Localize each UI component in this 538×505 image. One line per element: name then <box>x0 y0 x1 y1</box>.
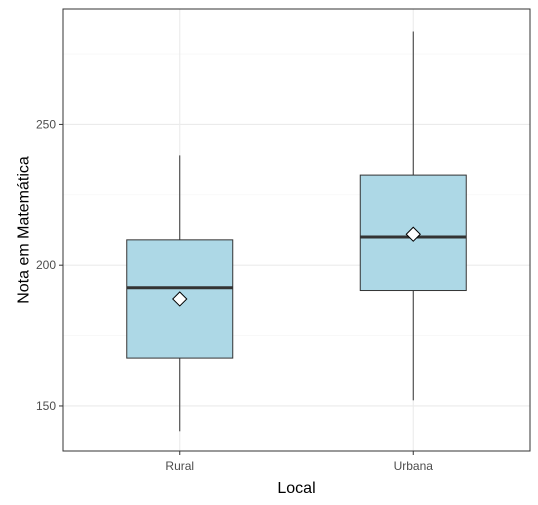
mean-marker <box>172 291 188 307</box>
x-axis-title: Local <box>277 480 315 497</box>
x-axis-ticks: Rural Urbana <box>165 451 433 473</box>
box-rural <box>126 155 234 432</box>
box-urbana <box>359 31 467 401</box>
y-axis-title: Nota em Matemática <box>16 156 33 304</box>
y-tick-label: 250 <box>36 117 56 131</box>
y-axis-ticks: 150 200 250 <box>36 117 63 413</box>
x-tick-label: Rural <box>165 459 194 473</box>
boxes <box>126 31 467 432</box>
x-tick-label: Urbana <box>394 459 434 473</box>
y-tick-label: 200 <box>36 258 56 272</box>
mean-marker <box>405 226 421 242</box>
y-tick-label: 150 <box>36 399 56 413</box>
panel-border <box>62 8 531 452</box>
